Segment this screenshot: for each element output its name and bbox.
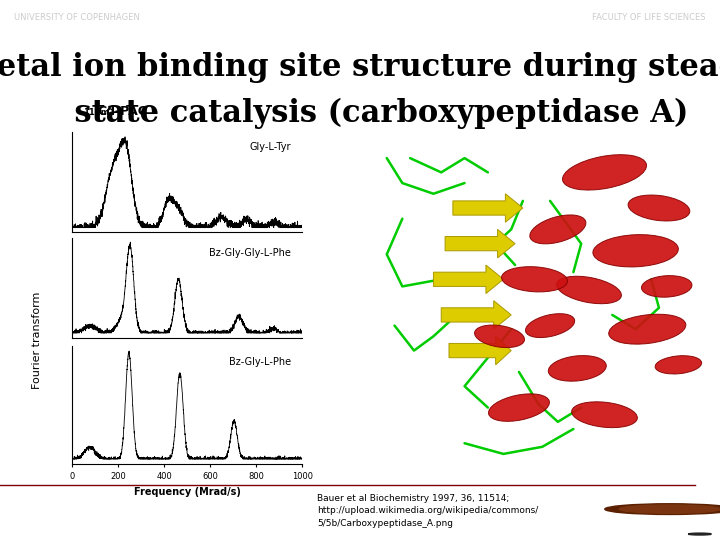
Text: Cd-PAC: Cd-PAC (97, 105, 147, 118)
Ellipse shape (562, 154, 647, 190)
Text: Gly-L-Tyr: Gly-L-Tyr (249, 143, 291, 152)
Ellipse shape (549, 355, 606, 381)
Text: Bauer et al Biochemistry 1997, 36, 11514;
http://upload.wikimedia.org/wikipedia/: Bauer et al Biochemistry 1997, 36, 11514… (317, 494, 538, 528)
Text: Bz-Gly-Gly-L-Phe: Bz-Gly-Gly-L-Phe (209, 247, 291, 258)
Ellipse shape (572, 402, 637, 428)
Ellipse shape (642, 275, 692, 297)
Circle shape (688, 533, 711, 535)
Polygon shape (449, 336, 511, 365)
Ellipse shape (557, 276, 621, 303)
Ellipse shape (474, 325, 524, 348)
Ellipse shape (628, 195, 690, 221)
Ellipse shape (502, 267, 567, 292)
Ellipse shape (593, 234, 678, 267)
Text: UNIVERSITY OF COPENHAGEN: UNIVERSITY OF COPENHAGEN (14, 12, 140, 22)
Text: Metal ion binding site structure during steady: Metal ion binding site structure during … (0, 52, 720, 83)
Polygon shape (433, 265, 503, 294)
Circle shape (605, 504, 720, 515)
Text: Bz-Gly-L-Phe: Bz-Gly-L-Phe (229, 357, 291, 368)
Text: 111m: 111m (83, 107, 109, 117)
Polygon shape (441, 301, 511, 329)
Circle shape (619, 505, 720, 513)
Polygon shape (453, 194, 523, 222)
Ellipse shape (526, 314, 575, 338)
Text: Fourier transform: Fourier transform (32, 292, 42, 389)
Ellipse shape (530, 215, 586, 244)
Ellipse shape (608, 314, 686, 344)
X-axis label: Frequency (Mrad/s): Frequency (Mrad/s) (134, 487, 240, 497)
Ellipse shape (488, 394, 549, 421)
Text: FACULTY OF LIFE SCIENCES: FACULTY OF LIFE SCIENCES (592, 12, 706, 22)
Text: state catalysis (carboxypeptidase A): state catalysis (carboxypeptidase A) (32, 97, 688, 129)
Polygon shape (445, 230, 515, 258)
Ellipse shape (655, 356, 701, 374)
